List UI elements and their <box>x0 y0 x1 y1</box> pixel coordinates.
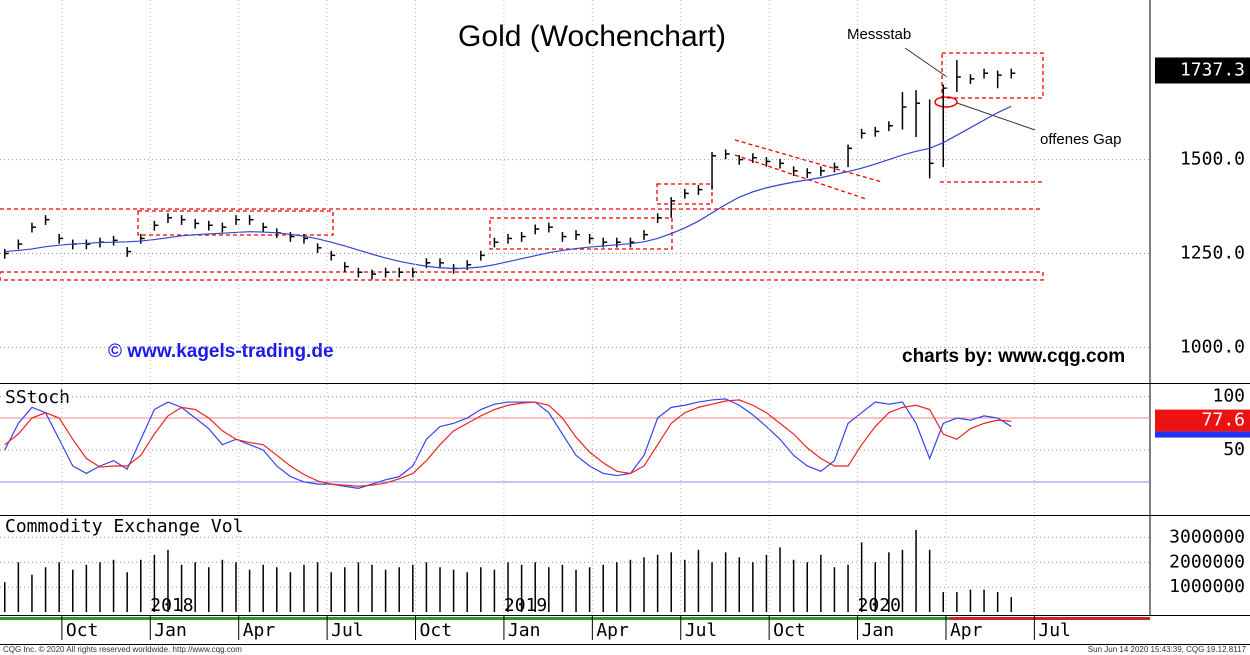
stoch-line <box>4 398 1012 489</box>
arrows <box>904 47 1036 131</box>
x-tick-label: Jan <box>508 620 541 641</box>
session-strip <box>0 617 1150 620</box>
x-tick-label: Jul <box>685 620 718 641</box>
arrow <box>956 102 1036 131</box>
last-value-label: 1737.3 <box>1180 59 1245 80</box>
x-tick-label: Jan <box>862 620 895 641</box>
x-tick-label: Jan <box>154 620 187 641</box>
last-value-strip <box>1155 431 1250 438</box>
footer-text: CQG Inc. © 2020 All rights reserved worl… <box>3 645 242 654</box>
support-band <box>0 271 1044 281</box>
x-tick-label: Apr <box>243 620 276 641</box>
x-tick-label: Apr <box>950 620 983 641</box>
annotations <box>0 52 1044 281</box>
y-tick-label: 2000000 <box>1169 551 1245 572</box>
panel-title: Commodity Exchange Vol <box>5 516 243 537</box>
y-tick-label: 1000.0 <box>1180 336 1245 357</box>
channel-line <box>734 154 867 200</box>
x-tick-label: Oct <box>773 620 806 641</box>
y-tick-label: 1000000 <box>1169 576 1245 597</box>
last-value-box <box>1155 409 1250 432</box>
channel-line <box>734 139 883 183</box>
year-label: 2019 <box>504 595 547 616</box>
panel-title: SStoch <box>5 387 70 408</box>
footer-text: Sun Jun 14 2020 15:43:39, CQG 19.12.8117 <box>1088 645 1247 654</box>
x-tick-label: Jul <box>1038 620 1071 641</box>
session-strip <box>950 617 1150 620</box>
annotation: Messstab <box>847 26 911 43</box>
range-box <box>941 52 1044 99</box>
x-tick-label: Oct <box>66 620 99 641</box>
x-tick-label: Jul <box>331 620 364 641</box>
annotation: © www.kagels-trading.de <box>108 341 334 362</box>
range-box <box>656 183 713 205</box>
annotation: charts by: www.cqg.com <box>902 346 1125 367</box>
stoch-line <box>4 399 1012 487</box>
range-box <box>137 210 334 236</box>
arrow <box>904 47 948 78</box>
x-tick-label: Apr <box>596 620 629 641</box>
x-tick-label: Oct <box>420 620 453 641</box>
year-label: 2020 <box>858 595 901 616</box>
y-tick-label: 100 <box>1212 386 1245 407</box>
annotation: offenes Gap <box>1040 131 1121 148</box>
last-value-box <box>1155 57 1250 84</box>
y-tick-label: 3000000 <box>1169 526 1245 547</box>
y-tick-label: 50 <box>1223 439 1245 460</box>
year-label: 2018 <box>150 595 193 616</box>
moving-average <box>4 105 1012 270</box>
y-tick-label: 1250.0 <box>1180 242 1245 263</box>
y-tick-label: 1500.0 <box>1180 149 1245 170</box>
last-value-label: 77.6 <box>1202 410 1245 431</box>
